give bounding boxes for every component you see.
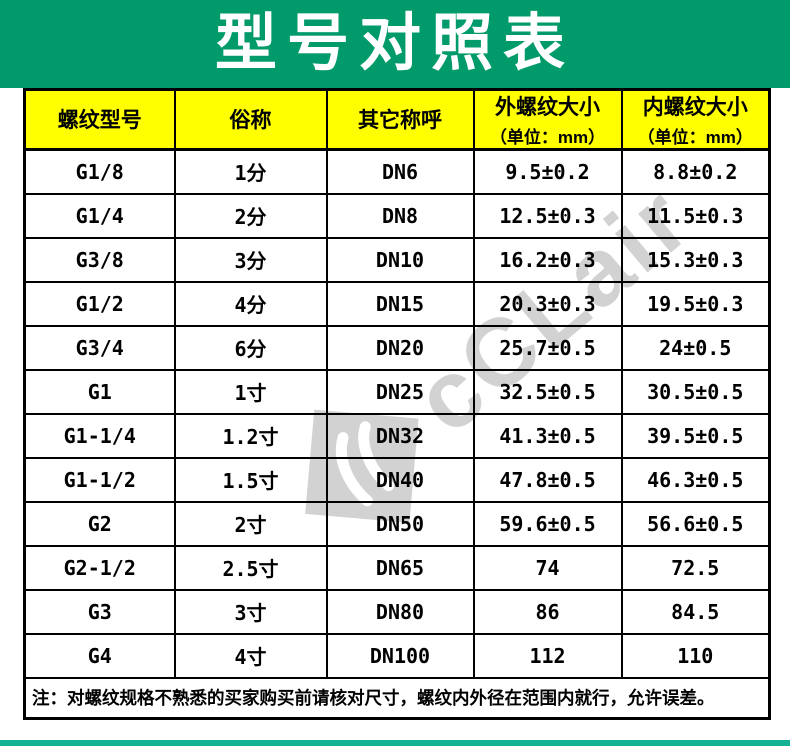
table-cell: DN25 [325, 368, 475, 415]
header-cell-thread-model: 螺纹型号 [23, 88, 176, 151]
table-cell: 9.5±0.2 [472, 148, 623, 195]
table-cell: DN10 [325, 236, 475, 283]
footer-band [0, 740, 790, 746]
table-cell: 2.5寸 [173, 544, 328, 591]
table-cell: 56.6±0.5 [620, 500, 771, 547]
table-cell: DN32 [325, 412, 475, 459]
table-cell: G4 [23, 632, 176, 679]
table-cell: G3 [23, 588, 176, 635]
table-cell: G1/8 [23, 148, 176, 195]
header-cell-other-name: 其它称呼 [325, 88, 475, 151]
table-cell: G1 [23, 368, 176, 415]
table-row: G1-1/4 1.2寸 DN32 41.3±0.5 39.5±0.5 [23, 412, 771, 459]
header-sublabel: （单位：mm） [489, 128, 606, 147]
header-label: 其它称呼 [358, 108, 442, 132]
table-cell: DN6 [325, 148, 475, 195]
table-row: G2-1/2 2.5寸 DN65 74 72.5 [23, 544, 771, 591]
table-cell: G3/8 [23, 236, 176, 283]
table-cell: 3寸 [173, 588, 328, 635]
header-cell-common-name: 俗称 [173, 88, 328, 151]
table-cell: 25.7±0.5 [472, 324, 623, 371]
table-cell: DN20 [325, 324, 475, 371]
table-footer: 注：对螺纹规格不熟悉的买家购买前请核对尺寸，螺纹内外径在范围内就行，允许误差。 [23, 676, 771, 720]
header-cell-external-size: 外螺纹大小 （单位：mm） [472, 88, 623, 151]
table-cell: 8.8±0.2 [620, 148, 771, 195]
table-cell: 11.5±0.3 [620, 192, 771, 239]
table-cell: 2寸 [173, 500, 328, 547]
table-cell: 30.5±0.5 [620, 368, 771, 415]
table-cell: 4寸 [173, 632, 328, 679]
table-row: G4 4寸 DN100 112 110 [23, 632, 771, 679]
table-cell: 4分 [173, 280, 328, 327]
page-title: 型号对照表 [214, 9, 575, 78]
table-cell: G1/4 [23, 192, 176, 239]
table-header: 螺纹型号 俗称 其它称呼 外螺纹大小 （单位：mm） 内螺纹大小 （单 [23, 88, 771, 151]
table-cell: 32.5±0.5 [472, 368, 623, 415]
table-cell: 112 [472, 632, 623, 679]
table-cell: 19.5±0.3 [620, 280, 771, 327]
header-row: 螺纹型号 俗称 其它称呼 外螺纹大小 （单位：mm） 内螺纹大小 （单 [23, 88, 771, 151]
table-cell: DN65 [325, 544, 475, 591]
title-banner: 型号对照表 [0, 0, 790, 88]
table-cell: 1寸 [173, 368, 328, 415]
table-row: G1/2 4分 DN15 20.3±0.3 19.5±0.3 [23, 280, 771, 327]
header-label: 螺纹型号 [57, 108, 142, 132]
table-cell: 24±0.5 [620, 324, 771, 371]
table-row: G2 2寸 DN50 59.6±0.5 56.6±0.5 [23, 500, 771, 547]
table-cell: 84.5 [620, 588, 771, 635]
table-cell: 12.5±0.3 [472, 192, 623, 239]
table-cell: 74 [472, 544, 623, 591]
table-cell: 1分 [173, 148, 328, 195]
table-row: G3/4 6分 DN20 25.7±0.5 24±0.5 [23, 324, 771, 371]
table-cell: DN15 [325, 280, 475, 327]
table-cell: DN50 [325, 500, 475, 547]
table-cell: 3分 [173, 236, 328, 283]
table-cell: 16.2±0.3 [472, 236, 623, 283]
header-label: 内螺纹大小 [642, 96, 748, 119]
table-cell: 47.8±0.5 [472, 456, 623, 503]
spec-table: 螺纹型号 俗称 其它称呼 外螺纹大小 （单位：mm） 内螺纹大小 （单 [23, 88, 771, 720]
table-row: G1/4 2分 DN8 12.5±0.3 11.5±0.3 [23, 192, 771, 239]
table-cell: G1-1/4 [23, 412, 176, 459]
table-cell: DN80 [325, 588, 475, 635]
table-row: G3 3寸 DN80 86 84.5 [23, 588, 771, 635]
table-row: G1-1/2 1.5寸 DN40 47.8±0.5 46.3±0.5 [23, 456, 771, 503]
table-cell: 72.5 [620, 544, 771, 591]
header-sublabel: （单位：mm） [637, 128, 753, 147]
header-cell-internal-size: 内螺纹大小 （单位：mm） [620, 88, 771, 151]
note-row: 注：对螺纹规格不熟悉的买家购买前请核对尺寸，螺纹内外径在范围内就行，允许误差。 [23, 676, 771, 720]
table-cell: G3/4 [23, 324, 176, 371]
table-cell: 39.5±0.5 [620, 412, 771, 459]
table-body: G1/8 1分 DN6 9.5±0.2 8.8±0.2 G1/4 2分 DN8 12.5±0.3… [23, 148, 771, 679]
table-cell: DN40 [325, 456, 475, 503]
table-cell: 6分 [173, 324, 328, 371]
table-row: G1 1寸 DN25 32.5±0.5 30.5±0.5 [23, 368, 771, 415]
table-cell: 59.6±0.5 [472, 500, 623, 547]
table-cell: 2分 [173, 192, 328, 239]
table-cell: 110 [620, 632, 771, 679]
table-cell: 86 [472, 588, 623, 635]
table-cell: G1/2 [23, 280, 176, 327]
header-label: 俗称 [229, 108, 272, 132]
table-cell: G2-1/2 [23, 544, 176, 591]
table-row: G1/8 1分 DN6 9.5±0.2 8.8±0.2 [23, 148, 771, 195]
table-row: G3/8 3分 DN10 16.2±0.3 15.3±0.3 [23, 236, 771, 283]
table-cell: 41.3±0.5 [472, 412, 623, 459]
note-text: 注：对螺纹规格不熟悉的买家购买前请核对尺寸，螺纹内外径在范围内就行，允许误差。 [23, 676, 771, 720]
table-cell: DN8 [325, 192, 475, 239]
table-cell: 20.3±0.3 [472, 280, 623, 327]
table-cell: G1-1/2 [23, 456, 176, 503]
header-label: 外螺纹大小 [495, 96, 600, 119]
table-cell: 15.3±0.3 [620, 236, 771, 283]
table-cell: 46.3±0.5 [620, 456, 771, 503]
table-cell: 1.5寸 [173, 456, 328, 503]
table-cell: DN100 [325, 632, 475, 679]
table-cell: 1.2寸 [173, 412, 328, 459]
table-cell: G2 [23, 500, 176, 547]
